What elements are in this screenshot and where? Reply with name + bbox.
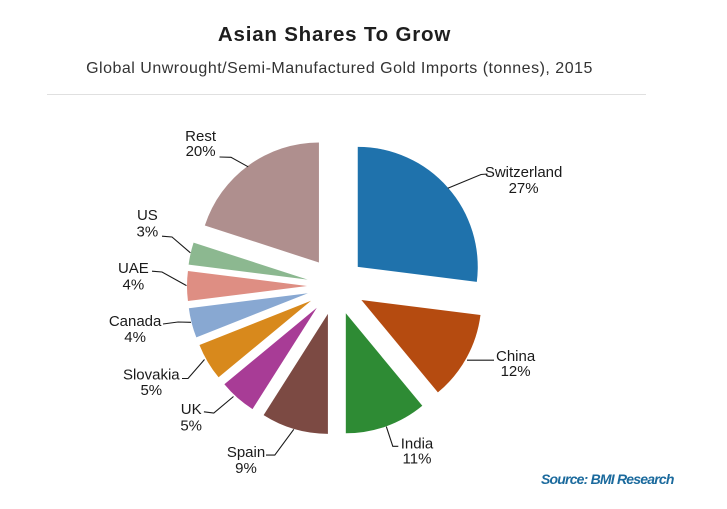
svg-text:US: US (137, 207, 158, 224)
svg-text:4%: 4% (123, 276, 145, 293)
svg-text:20%: 20% (186, 143, 216, 160)
svg-text:11%: 11% (403, 450, 432, 467)
svg-text:India: India (401, 435, 434, 452)
svg-text:Slovakia: Slovakia (123, 367, 180, 384)
svg-text:3%: 3% (137, 224, 159, 241)
svg-text:5%: 5% (140, 382, 162, 399)
svg-text:5%: 5% (180, 417, 202, 434)
svg-text:12%: 12% (501, 363, 531, 380)
svg-text:Rest: Rest (185, 128, 217, 145)
svg-text:4%: 4% (124, 329, 146, 346)
svg-text:Canada: Canada (109, 313, 162, 330)
svg-text:UK: UK (181, 401, 202, 418)
svg-text:9%: 9% (235, 460, 257, 477)
svg-text:27%: 27% (509, 180, 539, 197)
svg-text:China: China (496, 348, 536, 365)
svg-text:UAE: UAE (118, 260, 149, 277)
svg-text:Switzerland: Switzerland (485, 164, 563, 181)
svg-text:Spain: Spain (227, 444, 265, 461)
